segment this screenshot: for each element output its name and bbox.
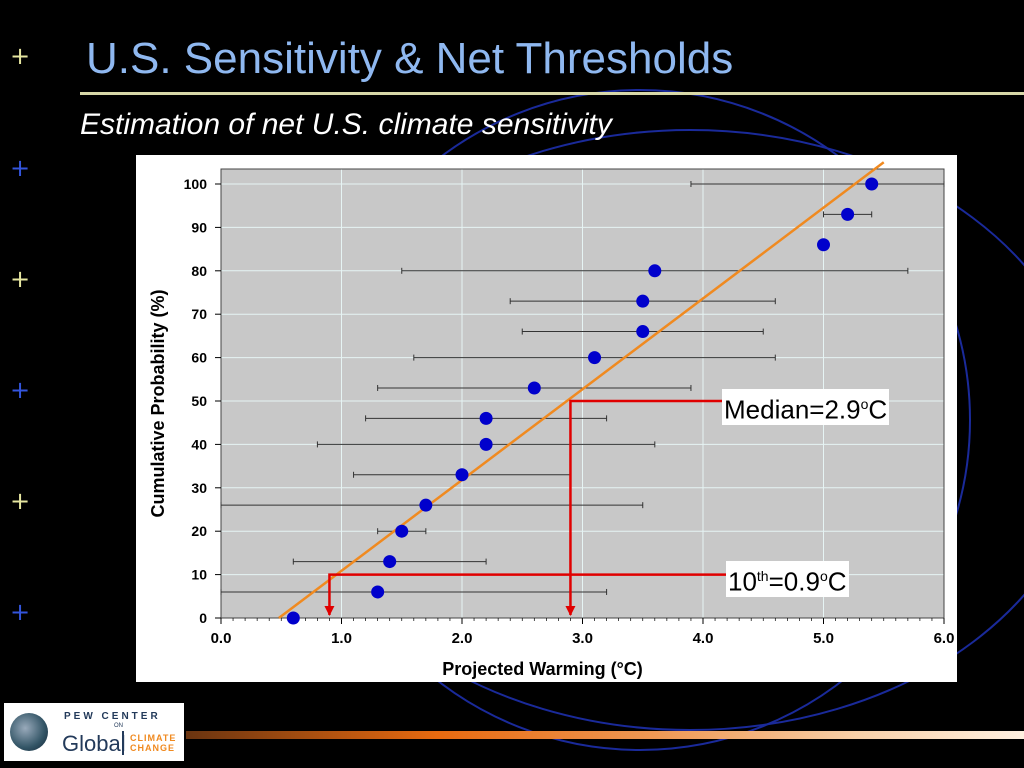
data-point [648,264,662,278]
median-unit: C [868,394,888,425]
tenth-percentile-marker-arrowhead [324,606,335,616]
data-point [479,411,493,425]
logo-change-word: CHANGE [130,743,176,753]
tenth-percentile-annotation: 10th=0.9oC [726,561,849,597]
slide-title: U.S. Sensitivity & Net Thresholds [86,34,734,83]
bullet-marker: + [9,598,31,626]
logo-on-text: ON [114,723,123,729]
bullet-marker: + [9,154,31,182]
median-annotation: Median=2.9oC [722,389,890,425]
x-tick-label: 5.0 [813,630,834,647]
footer-gradient-bar [186,731,1024,739]
data-point [371,585,385,599]
data-point [455,468,469,482]
data-point [479,437,493,451]
median-marker-arrowhead [565,606,576,616]
data-point [636,325,650,339]
median-marker-line [569,399,728,615]
y-tick-label: 70 [191,306,207,322]
data-point [419,498,433,512]
y-tick-label: 80 [191,263,207,279]
logo-climate-word: CLIMATE [130,733,177,743]
logo-globe-icon [10,713,48,751]
y-tick-label: 50 [191,393,207,409]
data-point [383,555,397,569]
tenth-superscript: th [756,568,769,584]
logo-divider [122,731,124,755]
data-point [527,381,541,395]
x-tick-label: 2.0 [452,630,473,647]
title-divider [80,92,1024,95]
chart-panel: 0.0 1.0 2.0 3.0 4.0 5.0 6.0 0 10 20 30 40 50 60 70 80 90… [136,155,957,682]
fit-line [278,161,885,619]
data-point [636,294,650,308]
bullet-marker: + [9,265,31,293]
tenth-degree: o [819,568,828,584]
y-tick-label: 30 [191,480,207,496]
y-tick-label: 20 [191,523,207,539]
data-point [865,177,879,191]
y-tick-label: 10 [191,567,207,583]
logo-pew-center-text: PEW CENTER [64,711,161,722]
y-tick-label: 40 [191,436,207,452]
x-tick-label: 4.0 [693,630,714,647]
bullet-marker: + [9,376,31,404]
tenth-prefix: 10 [728,566,757,597]
bullet-marker: + [9,487,31,515]
x-tick-label: 6.0 [934,630,955,647]
data-point [286,611,300,625]
data-point [395,524,409,538]
y-tick-label: 0 [199,610,207,626]
x-axis-label: Projected Warming (°C) [442,659,643,679]
x-tick-label: 0.0 [211,630,232,647]
y-tick-label: 60 [191,350,207,366]
median-label: Median=2.9 [724,394,861,425]
pew-center-logo: PEW CENTER ON Global CLIMATE CHANGE [4,703,184,761]
y-axis-label: Cumulative Probability (%) [148,289,168,517]
logo-global-text: Global [62,731,126,756]
bullet-marker: + [9,42,31,70]
logo-climate-change-text: CLIMATE CHANGE [130,733,176,753]
y-tick-label: 100 [184,176,208,192]
median-degree: o [860,396,869,412]
tenth-unit: C [827,566,847,597]
tenth-percentile-marker-line [328,573,728,615]
data-point [817,238,830,252]
tenth-value: =0.9 [768,566,820,597]
data-point [588,351,602,365]
x-tick-label: 3.0 [572,630,593,647]
slide-subtitle: Estimation of net U.S. climate sensitivi… [80,108,612,141]
x-tick-label: 1.0 [331,630,352,647]
data-point [841,207,855,221]
y-tick-label: 90 [191,219,207,235]
